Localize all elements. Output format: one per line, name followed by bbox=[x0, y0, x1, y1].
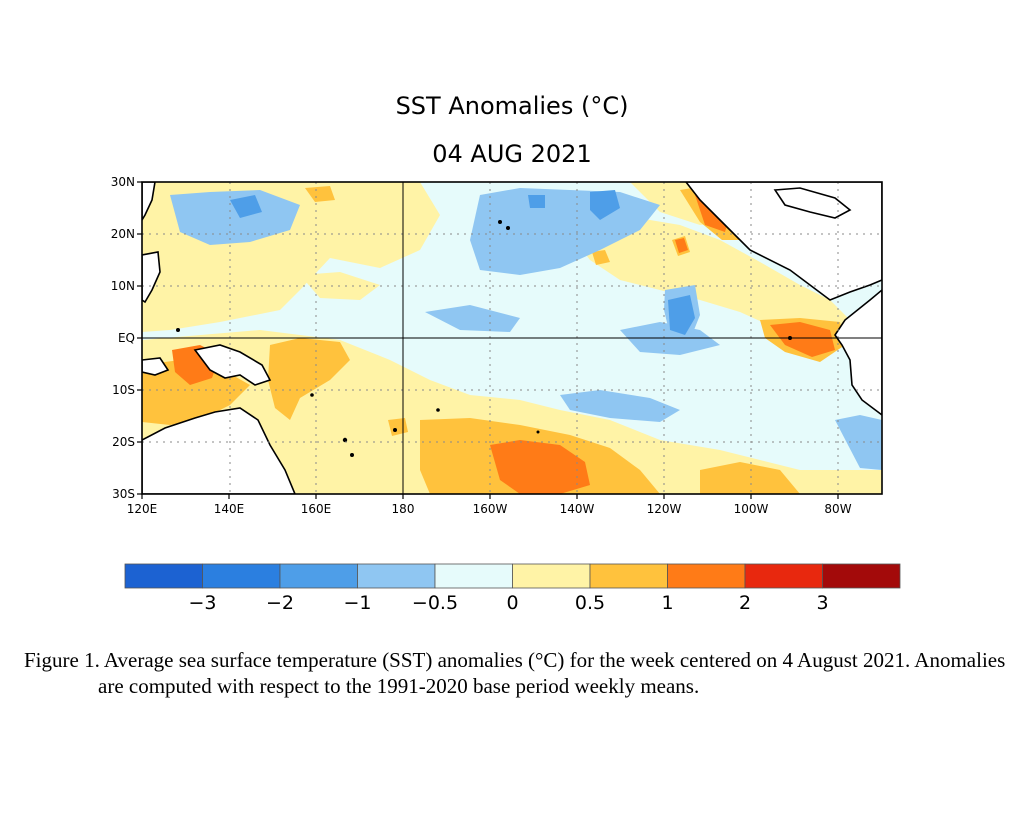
figure-caption: Figure 1. Average sea surface temperatur… bbox=[24, 648, 1006, 698]
colorbar-labels: −3 −2 −1 −0.5 0 0.5 1 2 3 bbox=[188, 592, 828, 614]
x-tick-label: 180 bbox=[392, 502, 415, 516]
anomaly-field bbox=[142, 182, 882, 494]
colorbar-swatch bbox=[667, 563, 746, 589]
y-tick-label: 30N bbox=[111, 175, 135, 189]
y-tick-marks bbox=[137, 181, 142, 495]
colorbar-label: 1 bbox=[661, 592, 673, 614]
y-tick-label: 10N bbox=[111, 279, 135, 293]
y-tick-label: EQ bbox=[118, 331, 135, 345]
colorbar-label: −0.5 bbox=[412, 592, 458, 614]
colorbar-swatch bbox=[279, 563, 358, 589]
y-tick-label: 20S bbox=[112, 435, 135, 449]
y-tick-labels: 30N 20N 10N EQ 10S 20S 30S bbox=[111, 175, 135, 501]
x-tick-label: 120W bbox=[647, 502, 682, 516]
map-date: 04 AUG 2021 bbox=[432, 140, 592, 168]
x-tick-label: 80W bbox=[824, 502, 851, 516]
x-tick-label: 160W bbox=[473, 502, 508, 516]
colorbar-label: 0.5 bbox=[575, 592, 605, 614]
y-tick-label: 10S bbox=[112, 383, 135, 397]
colorbar-swatch bbox=[357, 563, 436, 589]
x-tick-label: 100W bbox=[734, 502, 769, 516]
colorbar-swatch bbox=[744, 563, 823, 589]
map-title: SST Anomalies (°C) bbox=[395, 92, 629, 120]
colorbar-swatch bbox=[512, 563, 591, 589]
x-tick-label: 160E bbox=[301, 502, 332, 516]
land-masses bbox=[142, 182, 882, 494]
x-tick-label: 120E bbox=[127, 502, 158, 516]
colorbar-label: 2 bbox=[739, 592, 751, 614]
colorbar-label: 3 bbox=[816, 592, 828, 614]
y-tick-label: 20N bbox=[111, 227, 135, 241]
x-tick-marks bbox=[141, 494, 839, 499]
colorbar-swatch bbox=[822, 563, 901, 589]
colorbar-swatch bbox=[124, 563, 203, 589]
colorbar-swatch bbox=[434, 563, 513, 589]
colorbar bbox=[124, 563, 901, 589]
x-tick-labels: 120E 140E 160E 180 160W 140W 120W 100W 80W bbox=[127, 502, 852, 516]
x-tick-label: 140E bbox=[214, 502, 245, 516]
colorbar-label: −2 bbox=[266, 592, 294, 614]
anomaly-minus-1-regions bbox=[230, 190, 695, 335]
colorbar-label: −1 bbox=[343, 592, 371, 614]
y-tick-label: 30S bbox=[112, 487, 135, 501]
colorbar-label: 0 bbox=[506, 592, 518, 614]
sst-anomaly-map: 120E 140E 160E 180 160W 140W 120W 100W 80W 30N20… bbox=[111, 175, 901, 614]
colorbar-swatch bbox=[202, 563, 281, 589]
colorbar-label: −3 bbox=[188, 592, 216, 614]
colorbar-swatch bbox=[589, 563, 668, 589]
x-tick-label: 140W bbox=[560, 502, 595, 516]
